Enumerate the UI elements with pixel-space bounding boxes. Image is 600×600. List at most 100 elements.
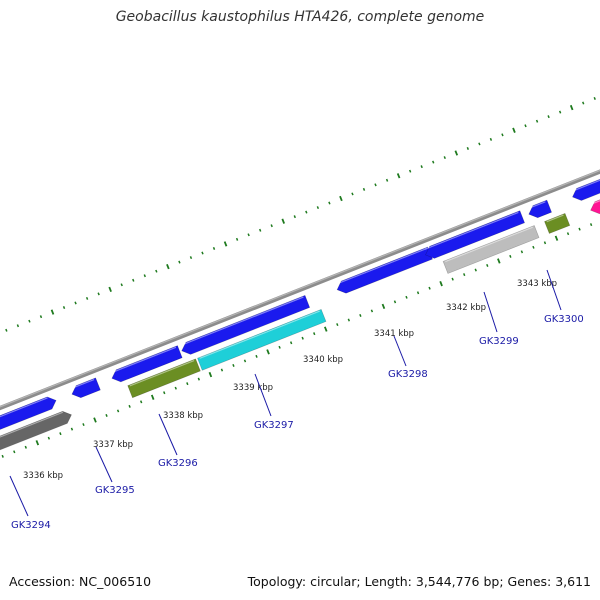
gene-gk3294-left-shine [0,397,48,418]
inner-tick [416,291,420,295]
gene-label-connector [546,269,562,311]
inner-tick [47,436,51,440]
outer-tick [524,124,527,128]
ruler-label: 3339 kbp [233,383,273,393]
gene-label: GK3298 [388,369,428,380]
gene-blue-a-shine [111,346,177,374]
inner-tick [70,427,74,431]
inner-tick [370,309,374,313]
outer-tick [316,206,320,210]
ruler-label: 3338 kbp [163,411,203,421]
gene-blue-e-shine [572,179,600,192]
gene-gk3296-shine [129,359,195,387]
gene-gk3297 [197,309,327,371]
inner-tick [105,413,108,417]
outer-tick [501,133,504,137]
gene-gk3299 [442,225,540,274]
backbone-line [0,169,600,411]
backbone-highlight [0,169,600,408]
inner-tick [278,345,281,349]
gene-gk3297-shine [199,310,320,359]
gene-label: GK3294 [11,520,51,531]
inner-tick [589,223,593,227]
outer-tick [443,156,446,160]
inner-tick [93,417,97,423]
outer-tick [28,319,31,323]
outer-tick [351,192,354,196]
map-title: Geobacillus kaustophilus HTA426, complet… [115,9,485,25]
inner-tick [509,254,512,258]
gene-label-connector [393,335,407,367]
inner-tick [243,359,247,363]
outer-tick [108,286,112,293]
inner-tick [336,323,339,327]
inner-tick [116,409,120,413]
inner-tick [486,264,489,267]
inner-tick [463,273,466,277]
outer-tick [258,228,262,232]
ruler-label: 3337 kbp [93,440,133,450]
inner-tick [578,227,581,231]
outer-tick [535,119,539,123]
genome-backbone [0,169,600,411]
outer-tick [97,292,100,296]
gene-blue-d-shine [528,201,546,209]
inner-tick [150,394,155,400]
outer-tick [74,301,77,305]
gene-label: GK3299 [479,336,519,347]
inner-tick [24,445,27,449]
gene-olive-small-shine [546,214,564,223]
gene-blue-c-shine [425,211,519,250]
inner-tick [451,277,454,281]
inner-tick [474,268,477,272]
outer-tick-marks [5,97,596,332]
gene-gk3295 [71,377,101,399]
inner-tick [220,368,224,372]
genome-summary-text: Topology: circular; Length: 3,544,776 bp… [247,574,591,589]
outer-tick [281,218,285,224]
outer-tick [362,187,366,191]
outer-tick [478,142,481,146]
ruler-label: 3343 kbp [517,279,557,289]
outer-tick [593,97,596,100]
inner-tick [163,391,166,395]
outer-tick [62,306,66,310]
outer-tick [212,246,216,250]
outer-tick [512,127,516,133]
inner-tick [439,281,443,287]
inner-tick [393,300,397,304]
outer-tick [305,210,308,214]
ruler-label: 3340 kbp [303,355,343,365]
gene-gk3295-shine [71,378,95,389]
outer-tick [328,201,331,205]
inner-tick [428,286,431,290]
outer-tick [166,263,170,270]
outer-tick [558,110,562,114]
inner-tick [82,423,85,427]
gene-blue-e [572,178,600,201]
inner-tick [13,450,16,454]
gene-gk3294-shine [0,411,64,438]
outer-tick [50,309,55,315]
gene-blue-d [528,199,552,219]
gene-olive-small [544,213,571,234]
inner-tick-marks [1,223,593,458]
inner-tick [266,349,270,355]
outer-tick [489,137,493,141]
outer-tick [201,251,204,255]
outer-tick [466,146,470,150]
gene-label-connector [158,413,178,456]
outer-tick [247,233,250,237]
inner-tick [301,336,304,340]
gene-gk3299-shine [445,226,534,263]
ruler-label: 3336 kbp [23,471,63,481]
inner-tick [35,440,40,446]
outer-tick [5,328,8,332]
ruler-label: 3341 kbp [374,329,414,339]
inner-tick [139,400,143,404]
gene-gk3294-left [0,396,57,430]
gene-label-connector [254,373,272,417]
outer-tick [454,150,459,156]
inner-tick [520,250,524,254]
